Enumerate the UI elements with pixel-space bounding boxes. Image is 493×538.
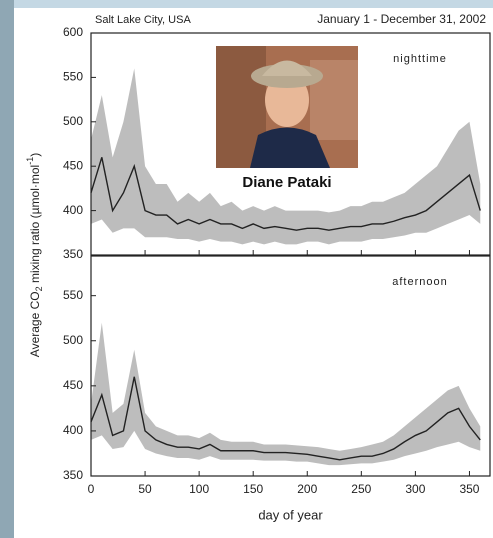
y-tick-label: 350	[63, 468, 83, 482]
panel-label: afternoon	[392, 276, 447, 288]
y-tick-label: 400	[63, 203, 83, 217]
y-label-part: mixing ratio (µmol·mol	[28, 165, 42, 287]
x-tick-label: 150	[243, 482, 263, 496]
panel-label: nighttime	[393, 53, 447, 65]
plot-frame	[90, 255, 491, 477]
x-tick-label: 350	[459, 482, 479, 496]
x-tick-label: 0	[88, 482, 95, 496]
plot-frame	[90, 32, 491, 256]
y-tick-label: 500	[63, 333, 83, 347]
x-tick-label: 100	[189, 482, 209, 496]
y-tick-label: 500	[63, 114, 83, 128]
y-label-sup: -1	[25, 157, 35, 165]
y-tick-label: 450	[63, 158, 83, 172]
photo	[216, 46, 358, 168]
side-strip	[0, 0, 14, 538]
period-label: January 1 - December 31, 2002	[317, 12, 486, 26]
y-label-sub: 2	[34, 286, 44, 291]
y-label-part: )	[28, 153, 42, 157]
data-line	[90, 157, 481, 231]
y-tick-label: 550	[63, 288, 83, 302]
range-band	[91, 68, 481, 245]
location-label: Salt Lake City, USA	[95, 14, 191, 26]
y-tick-label: 600	[63, 25, 83, 39]
x-tick-label: 300	[405, 482, 425, 496]
photo-caption: Diane Pataki	[242, 174, 331, 191]
y-label-part: Average CO	[28, 291, 42, 357]
y-tick-label: 450	[63, 378, 83, 392]
y-tick-label: 550	[63, 70, 83, 84]
x-tick-label: 250	[351, 482, 371, 496]
x-axis-label: day of year	[258, 507, 323, 522]
x-tick-label: 50	[138, 482, 152, 496]
y-axis-label: Average CO2 mixing ratio (µmol·mol-1)	[25, 153, 44, 357]
y-tick-label: 400	[63, 423, 83, 437]
x-tick-label: 200	[297, 482, 317, 496]
y-tick-label: 350	[63, 247, 83, 261]
data-line	[90, 376, 481, 461]
